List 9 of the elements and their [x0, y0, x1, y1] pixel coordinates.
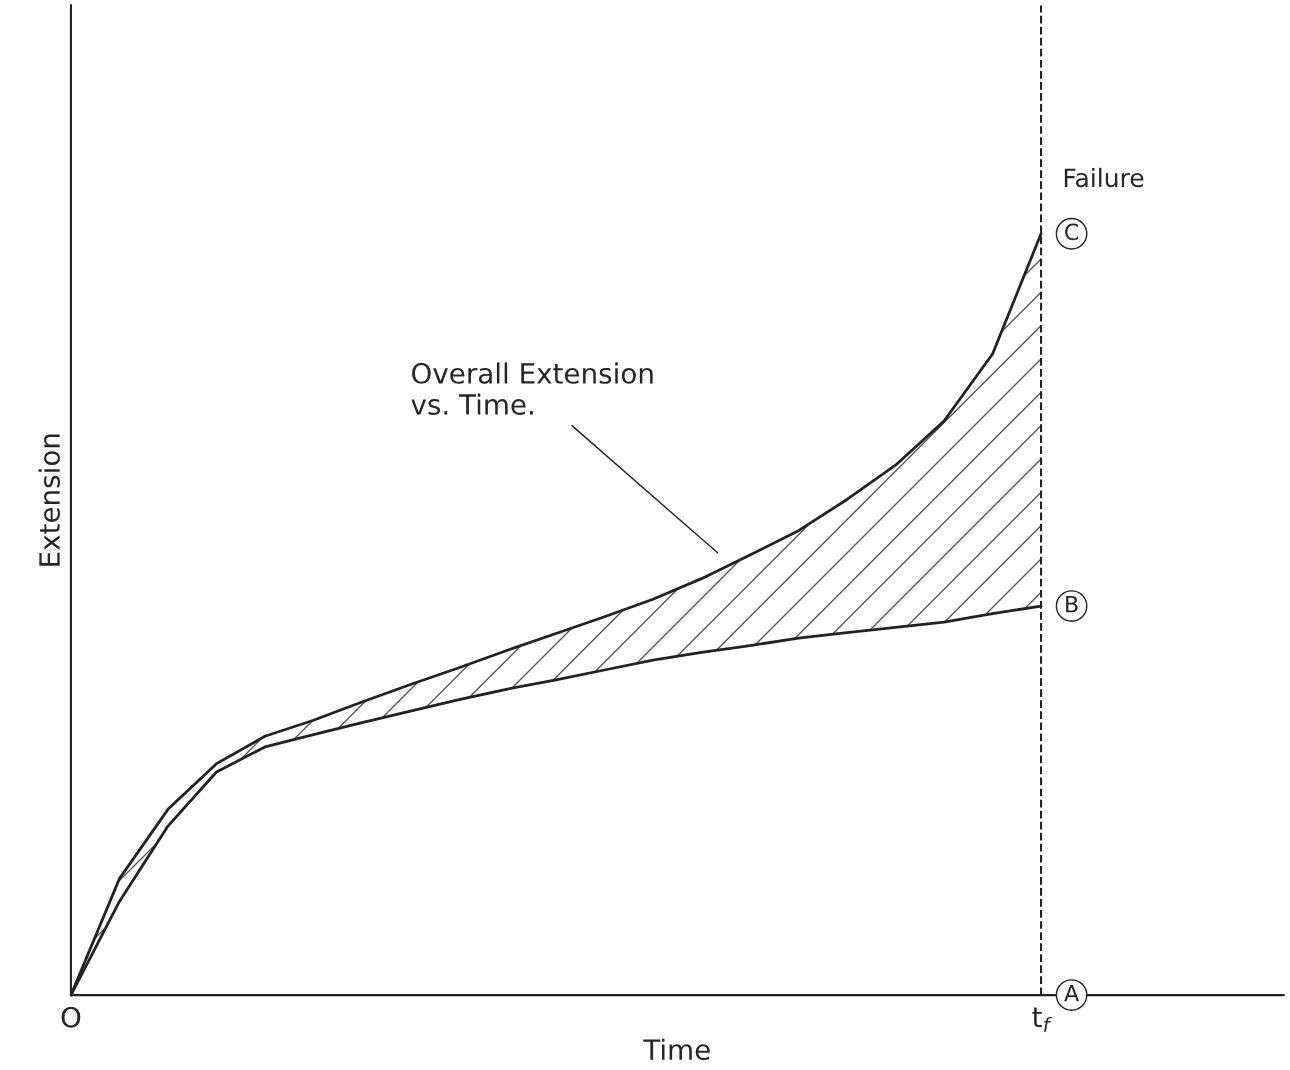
annotation: B [1066, 595, 1078, 613]
x-tick-label: t$_{f}$ [1032, 1007, 1053, 1032]
y-axis-title: Extension [38, 434, 61, 566]
annotation: C [1065, 223, 1079, 241]
annotation: Failure [1064, 167, 1144, 188]
x-tick-label: O [61, 1006, 81, 1028]
annotation: A [1064, 985, 1079, 1002]
annotation: Overall Extension vs. Time. [411, 362, 653, 415]
x-axis-title: Time [643, 1038, 710, 1061]
